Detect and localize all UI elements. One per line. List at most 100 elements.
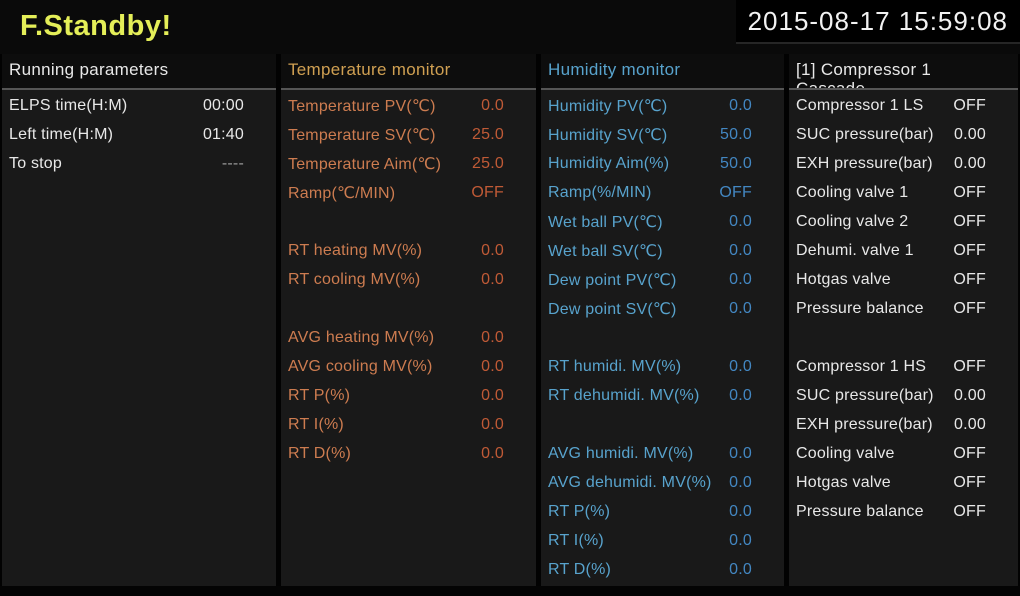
row-value: 0.0 (729, 473, 752, 491)
monitor-row: Ramp(%/MIN) OFF (541, 178, 784, 207)
row-label: Pressure balance (796, 502, 924, 520)
row-value: 0.0 (729, 241, 752, 259)
monitor-row: RT I(%) 0.0 (281, 410, 536, 439)
row-value: 0.00 (954, 154, 986, 172)
row-label: AVG cooling MV(%) (288, 357, 433, 375)
panel-humidity-monitor-title: Humidity monitor (541, 54, 784, 88)
monitor-row: Humidity PV(℃) 0.0 (541, 91, 784, 120)
row-label: Temperature SV(℃) (288, 126, 436, 144)
panel-title-line2: Cascade (796, 79, 1018, 88)
row-value: OFF (953, 444, 986, 462)
row-value: 50.0 (720, 125, 752, 143)
monitor-row: EXH pressure(bar) 0.00 (789, 410, 1018, 439)
monitor-columns: Running parameters ELPS time(H:M) 00:00 Le… (0, 54, 1020, 586)
panel-title-line1: Humidity monitor (548, 60, 681, 79)
row-value: OFF (953, 270, 986, 288)
monitor-row: Pressure balance OFF (789, 497, 1018, 526)
row-label: Compressor 1 LS (796, 96, 924, 114)
monitor-row: RT P(%) 0.0 (281, 381, 536, 410)
panel-compressor-1-cascade-title: [1] Compressor 1 Cascade (789, 54, 1018, 88)
topbar: F.Standby! 2015-08-17 15:59:08 (0, 0, 1020, 54)
monitor-row: SUC pressure(bar) 0.00 (789, 381, 1018, 410)
panel-running-parameters-title: Running parameters (2, 54, 276, 88)
row-value: 0.0 (481, 270, 504, 288)
monitor-row: Dehumi. valve 1 OFF (789, 236, 1018, 265)
monitor-row: Humidity SV(℃) 50.0 (541, 120, 784, 149)
datetime-box: 2015-08-17 15:59:08 (735, 0, 1020, 44)
row-label: RT heating MV(%) (288, 241, 423, 259)
row-value: OFF (719, 183, 752, 201)
panel-compressor-1-cascade-body: Compressor 1 LS OFF SUC pressure(bar) 0.00 E… (789, 88, 1018, 586)
row-value: OFF (953, 241, 986, 259)
row-label: EXH pressure(bar) (796, 415, 933, 433)
monitor-row: Hotgas valve OFF (789, 265, 1018, 294)
row-value: 0.0 (481, 328, 504, 346)
monitor-row: Dew point SV(℃) 0.0 (541, 294, 784, 323)
row-label: Humidity PV(℃) (548, 97, 668, 115)
row-label: To stop (9, 154, 62, 172)
row-label: RT D(%) (548, 560, 612, 578)
row-label: RT P(%) (548, 502, 611, 520)
row-value: 0.0 (481, 386, 504, 404)
row-label: Dehumi. valve 1 (796, 241, 914, 259)
monitor-row: Compressor 1 LS OFF (789, 91, 1018, 120)
row-label: Ramp(℃/MIN) (288, 184, 396, 202)
row-label: EXH pressure(bar) (796, 154, 933, 172)
row-label: Wet ball SV(℃) (548, 242, 663, 260)
monitor-row: AVG heating MV(%) 0.0 (281, 323, 536, 352)
monitor-row: Dew point PV(℃) 0.0 (541, 265, 784, 294)
monitor-row: Temperature SV(℃) 25.0 (281, 120, 536, 149)
row-value: OFF (953, 357, 986, 375)
row-value: 0.00 (954, 386, 986, 404)
row-value: 0.0 (729, 502, 752, 520)
row-value: 0.0 (729, 212, 752, 230)
panel-humidity-monitor[interactable]: Humidity monitor Humidity PV(℃) 0.0 Humidi… (541, 54, 784, 586)
monitor-row: RT heating MV(%) 0.0 (281, 236, 536, 265)
panel-compressor-1-cascade[interactable]: [1] Compressor 1 Cascade Compressor 1 LS… (789, 54, 1018, 586)
row-label: AVG humidi. MV(%) (548, 444, 694, 462)
row-value: 0.0 (729, 531, 752, 549)
monitor-row: AVG humidi. MV(%) 0.0 (541, 439, 784, 468)
panel-title-line1: Running parameters (9, 60, 169, 79)
panel-running-parameters-body: ELPS time(H:M) 00:00 Left time(H:M) 01:40 To… (2, 88, 276, 586)
panel-temperature-monitor-body: Temperature PV(℃) 0.0 Temperature SV(℃) 25.… (281, 88, 536, 586)
row-value: 0.0 (481, 241, 504, 259)
row-label: Dew point SV(℃) (548, 300, 677, 318)
row-label: Pressure balance (796, 299, 924, 317)
row-value: 00:00 (202, 96, 244, 114)
row-label: Dew point PV(℃) (548, 271, 677, 289)
row-value: OFF (953, 183, 986, 201)
monitor-row: AVG dehumidi. MV(%) 0.0 (541, 468, 784, 497)
row-label: RT cooling MV(%) (288, 270, 421, 288)
monitor-row: EXH pressure(bar) 0.00 (789, 149, 1018, 178)
row-spacer (541, 410, 784, 439)
row-value: 01:40 (202, 125, 244, 143)
row-label: Compressor 1 HS (796, 357, 927, 375)
monitor-row: ELPS time(H:M) 00:00 (2, 91, 276, 120)
status-title: F.Standby! (20, 10, 172, 42)
panel-temperature-monitor[interactable]: Temperature monitor Temperature PV(℃) 0.0… (281, 54, 536, 586)
monitor-row: Cooling valve 2 OFF (789, 207, 1018, 236)
row-label: RT dehumidi. MV(%) (548, 386, 700, 404)
monitor-row: Pressure balance OFF (789, 294, 1018, 323)
monitor-row: Ramp(℃/MIN) OFF (281, 178, 536, 207)
row-label: AVG heating MV(%) (288, 328, 435, 346)
monitor-row: Wet ball SV(℃) 0.0 (541, 236, 784, 265)
row-label: RT P(%) (288, 386, 351, 404)
row-value: 0.0 (481, 357, 504, 375)
panel-title-line1: [1] Compressor 1 (796, 60, 932, 79)
row-value: OFF (953, 299, 986, 317)
row-label: Temperature PV(℃) (288, 97, 436, 115)
row-label: SUC pressure(bar) (796, 386, 934, 404)
panel-running-parameters[interactable]: Running parameters ELPS time(H:M) 00:00 Le… (2, 54, 276, 586)
datetime-text: 2015-08-17 15:59:08 (747, 5, 1008, 36)
row-label: SUC pressure(bar) (796, 125, 934, 143)
row-value: OFF (953, 473, 986, 491)
row-label: Cooling valve 2 (796, 212, 909, 230)
monitor-row: RT dehumidi. MV(%) 0.0 (541, 381, 784, 410)
row-label: RT I(%) (288, 415, 344, 433)
row-label: RT D(%) (288, 444, 352, 462)
monitor-row: Left time(H:M) 01:40 (2, 120, 276, 149)
row-value: 0.0 (729, 444, 752, 462)
